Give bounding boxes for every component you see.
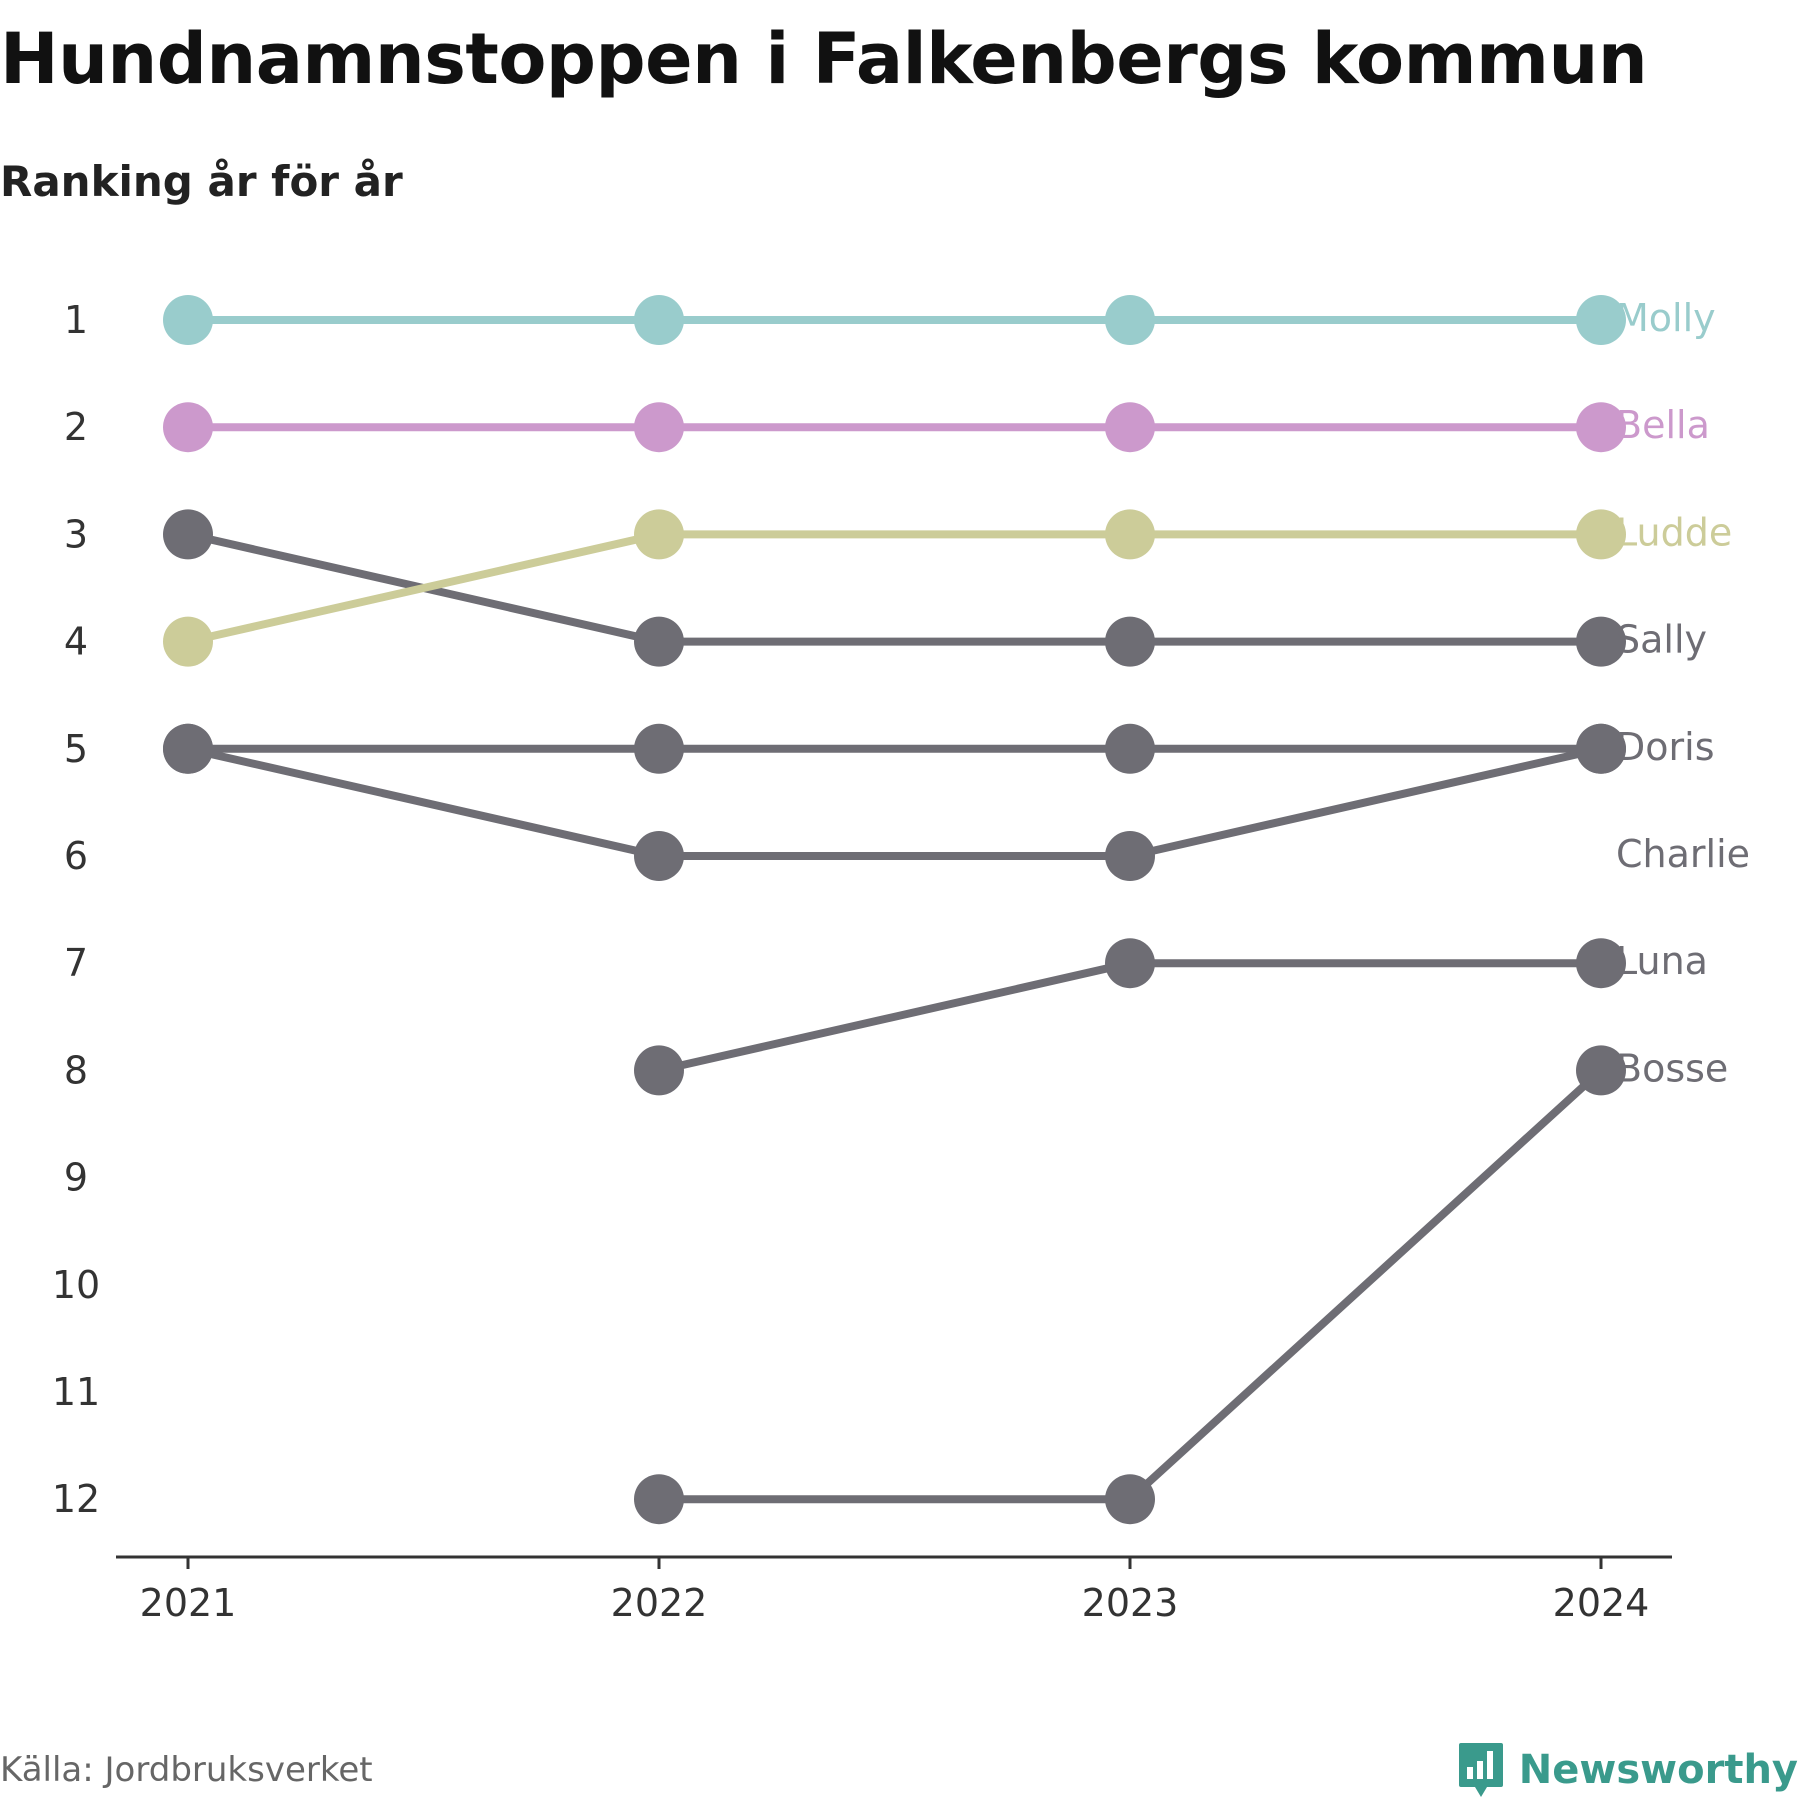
series-point-charlie xyxy=(163,723,213,774)
series-point-bosse xyxy=(634,1474,684,1525)
x-tick-label: 2021 xyxy=(140,1581,237,1625)
y-tick-label: 2 xyxy=(64,405,88,449)
x-axis: 2021 2022 2023 2024 xyxy=(116,1555,1672,1625)
source-note: Källa: Jordbruksverket xyxy=(0,1750,373,1790)
series-point-ludde xyxy=(1576,509,1626,560)
series-point-charlie xyxy=(1576,723,1626,774)
y-tick-label: 9 xyxy=(64,1156,88,1200)
series-label-luna: Luna xyxy=(1616,939,1708,983)
y-tick-label: 1 xyxy=(64,298,88,342)
series-label-bella: Bella xyxy=(1616,403,1710,447)
series-point-charlie xyxy=(1105,831,1155,881)
chart-title: Hundnamnstoppen i Falkenbergs kommun xyxy=(0,18,1648,100)
series-point-ludde xyxy=(1105,509,1155,560)
series-label-sally: Sally xyxy=(1616,618,1707,662)
y-tick-label: 8 xyxy=(64,1048,88,1092)
series-point-molly xyxy=(634,295,684,345)
y-tick-label: 3 xyxy=(64,512,88,556)
series-point-bosse xyxy=(1576,1045,1626,1096)
y-tick-label: 4 xyxy=(64,620,88,664)
series-point-charlie xyxy=(634,831,684,881)
series-point-bosse xyxy=(1105,1474,1155,1525)
series-label-doris: Doris xyxy=(1616,725,1715,769)
series-point-ludde xyxy=(163,616,213,667)
series-point-sally xyxy=(1105,616,1155,667)
series-labels: Molly Bella Ludde Sally Doris Charlie Luna Boss… xyxy=(1616,296,1750,1090)
y-tick-label: 6 xyxy=(64,834,88,878)
series-point-molly xyxy=(163,295,213,345)
series-point-doris xyxy=(634,723,684,774)
series-point-doris xyxy=(1105,723,1155,774)
series-point-bella xyxy=(163,402,213,453)
series-point-bella xyxy=(1105,402,1155,453)
series-label-bosse: Bosse xyxy=(1616,1046,1728,1090)
y-tick-label: 11 xyxy=(52,1370,100,1414)
series-point-sally xyxy=(1576,616,1626,667)
brand-logo: Newsworthy xyxy=(1457,1740,1798,1800)
series-line-sally xyxy=(184,530,1605,646)
series-point-bella xyxy=(634,402,684,453)
y-tick-label: 10 xyxy=(52,1263,100,1307)
series-point-molly xyxy=(1576,295,1626,345)
series-points xyxy=(163,295,1626,1525)
series-point-ludde xyxy=(634,509,684,560)
y-tick-label: 5 xyxy=(64,727,88,771)
series-point-sally xyxy=(163,509,213,560)
series-point-luna xyxy=(1105,938,1155,989)
series-line-charlie xyxy=(184,744,1605,860)
series-line-bosse xyxy=(655,1066,1605,1504)
newsworthy-logo-icon xyxy=(1458,1743,1503,1797)
series-lines xyxy=(184,316,1605,1504)
series-point-bella xyxy=(1576,402,1626,453)
y-tick-label: 12 xyxy=(52,1477,100,1521)
series-label-ludde: Ludde xyxy=(1616,510,1732,554)
series-point-molly xyxy=(1105,295,1155,345)
x-tick-label: 2023 xyxy=(1082,1581,1179,1625)
x-tick-label: 2022 xyxy=(611,1581,708,1625)
series-line-ludde xyxy=(184,530,1605,646)
x-tick-label: 2024 xyxy=(1553,1581,1650,1625)
series-point-luna xyxy=(1576,938,1626,989)
series-label-charlie: Charlie xyxy=(1616,832,1750,876)
y-tick-label: 7 xyxy=(64,941,88,985)
series-point-luna xyxy=(634,1045,684,1096)
series-label-molly: Molly xyxy=(1616,296,1716,340)
series-point-sally xyxy=(634,616,684,667)
brand-name: Newsworthy xyxy=(1518,1747,1798,1793)
chart-subtitle: Ranking år för år xyxy=(0,157,403,206)
